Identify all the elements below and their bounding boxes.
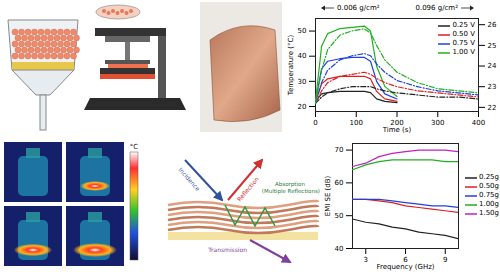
html-text:0.006 g/cm²: 0.006 g/cm² [337, 4, 380, 12]
html-text:0.50 V: 0.50 V [452, 30, 475, 38]
html-text:0.50g: 0.50g [479, 182, 499, 190]
svg-text:40: 40 [335, 245, 344, 253]
svg-text:6: 6 [403, 256, 408, 265]
svg-text:EMI SE (dB): EMI SE (dB) [324, 175, 332, 216]
svg-text:20: 20 [298, 103, 307, 111]
svg-text:40: 40 [298, 52, 307, 60]
svg-text:200: 200 [390, 119, 404, 128]
svg-text:°C: °C [130, 143, 139, 151]
svg-text:0: 0 [313, 119, 317, 127]
html-text:1.50g: 1.50g [479, 209, 499, 217]
svg-text:26: 26 [488, 21, 497, 29]
html-text:0.25g: 0.25g [479, 173, 499, 181]
html-text:1.00 V: 1.00 V [452, 48, 475, 56]
svg-text:70: 70 [335, 146, 344, 154]
svg-text:24: 24 [488, 62, 497, 70]
svg-text:Absorption (Multiple Reflectio: Absorption (Multiple Reflections) [260, 181, 320, 195]
svg-text:300: 300 [431, 119, 444, 127]
svg-text:50: 50 [335, 212, 344, 220]
svg-text:Frequency (GHz): Frequency (GHz) [376, 263, 434, 271]
html-text:0.75g: 0.75g [479, 191, 499, 199]
svg-text:100: 100 [350, 119, 363, 127]
svg-text:Transmission: Transmission [207, 246, 247, 253]
svg-text:23: 23 [488, 83, 497, 91]
svg-text:50: 50 [298, 27, 307, 35]
html-text:0.096 g/cm²: 0.096 g/cm² [415, 4, 458, 12]
svg-text:60: 60 [335, 179, 344, 187]
svg-text:Temperature (°C): Temperature (°C) [287, 35, 295, 97]
svg-text:Reflection: Reflection [235, 175, 260, 203]
html-text:1.00g: 1.00g [479, 200, 499, 208]
svg-text:3: 3 [364, 256, 368, 264]
svg-text:Incidence: Incidence [177, 166, 202, 192]
svg-text:9: 9 [443, 256, 447, 264]
svg-text:400: 400 [472, 119, 485, 127]
svg-text:25: 25 [488, 42, 497, 50]
svg-text:30: 30 [298, 78, 307, 86]
svg-text:22: 22 [488, 104, 497, 112]
svg-text:Time (s): Time (s) [382, 126, 412, 134]
html-text:0.75 V: 0.75 V [452, 39, 475, 47]
html-text:0.25 V: 0.25 V [452, 21, 475, 29]
